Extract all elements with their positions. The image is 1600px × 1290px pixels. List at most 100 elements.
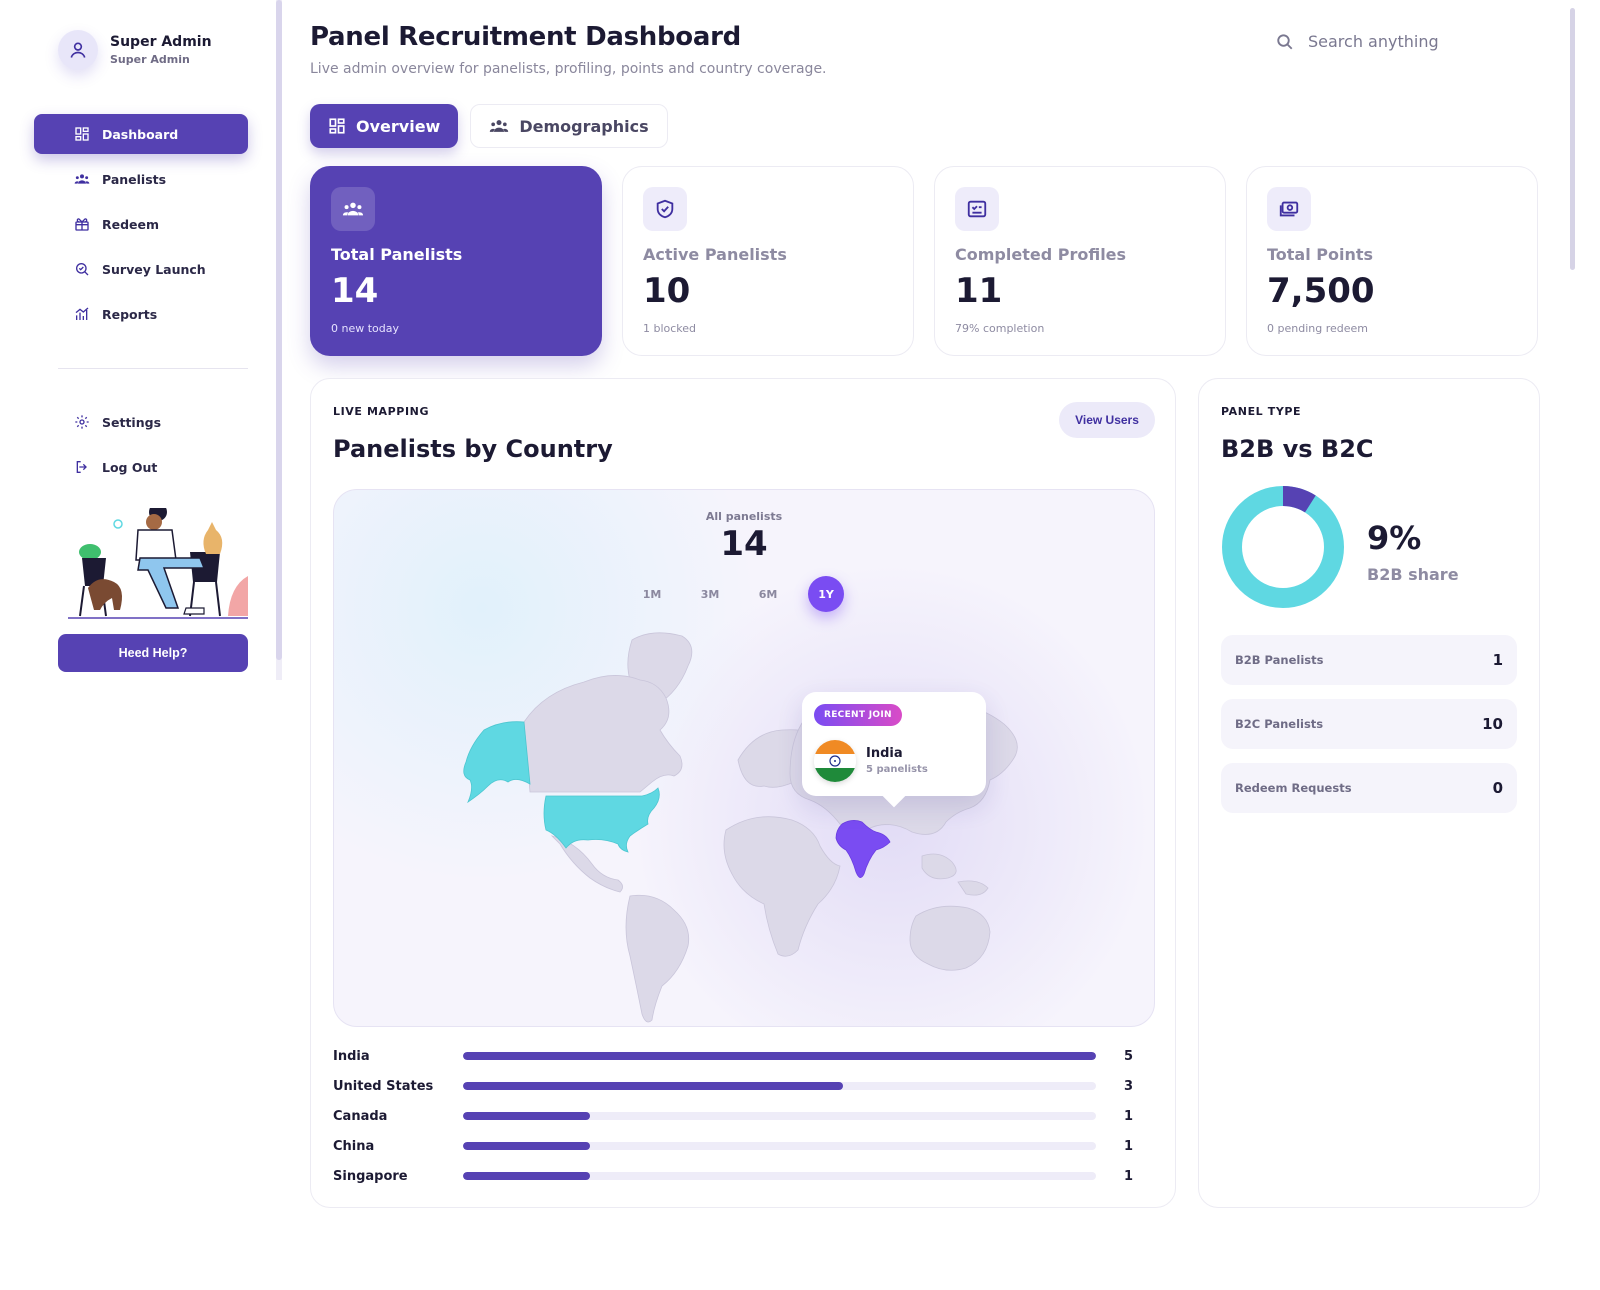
nav-item-settings[interactable]: Settings xyxy=(34,402,248,442)
user-profile[interactable]: Super Admin Super Admin xyxy=(58,30,212,70)
need-help-button[interactable]: Heed Help? xyxy=(58,634,248,672)
nav-label: Log Out xyxy=(102,459,158,475)
money-icon xyxy=(1279,201,1299,217)
users-icon xyxy=(74,174,90,184)
country-count: 3 xyxy=(1123,1078,1133,1094)
country-bar-track xyxy=(463,1082,1096,1090)
page-subtitle: Live admin overview for panelists, profi… xyxy=(310,61,827,77)
stat-label: Completed Profiles xyxy=(955,245,1127,264)
nav-item-redeem[interactable]: Redeem xyxy=(34,204,248,244)
country-count: 1 xyxy=(1123,1108,1133,1124)
user-name: Super Admin xyxy=(110,34,212,50)
page-title: Panel Recruitment Dashboard xyxy=(310,22,741,52)
recent-join-tooltip: RECENT JOIN India 5 panelists xyxy=(802,692,986,796)
range-6m[interactable]: 6M xyxy=(758,587,778,601)
country-count: 1 xyxy=(1123,1168,1133,1184)
map-land-canada xyxy=(523,675,683,793)
user-icon xyxy=(70,42,86,58)
country-row: Singapore 1 xyxy=(333,1161,1133,1191)
type-row-b2b-panelists[interactable]: B2B Panelists 1 xyxy=(1221,635,1517,685)
view-users-button[interactable]: View Users xyxy=(1059,402,1155,438)
tab-label: Overview xyxy=(356,116,441,136)
tab-overview[interactable]: Overview xyxy=(310,104,459,148)
stat-icon-box xyxy=(643,187,687,231)
sidebar-scrollbar-thumb[interactable] xyxy=(276,0,282,660)
logout-icon xyxy=(76,461,87,473)
gift-icon xyxy=(75,218,89,231)
stat-sub: 79% completion xyxy=(955,322,1045,335)
range-1y[interactable]: 1Y xyxy=(808,576,844,612)
type-row-redeem-requests[interactable]: Redeem Requests 0 xyxy=(1221,763,1517,813)
nav-item-reports[interactable]: Reports xyxy=(34,294,248,334)
country-bar-track xyxy=(463,1142,1096,1150)
map-highlight-alaska xyxy=(463,721,531,804)
range-3m[interactable]: 3M xyxy=(700,587,720,601)
stat-card-total-panelists[interactable]: Total Panelists 14 0 new today xyxy=(310,166,602,356)
country-bar-fill xyxy=(463,1172,590,1180)
country-bar-list: India 5 United States 3 Canada 1 China 1 Singapo… xyxy=(333,1041,1133,1191)
search-input[interactable] xyxy=(1308,32,1508,51)
country-bar-fill xyxy=(463,1142,590,1150)
section-kicker: PANEL TYPE xyxy=(1221,405,1302,418)
stat-sub: 0 new today xyxy=(331,322,400,335)
nav-label: Settings xyxy=(102,414,162,430)
page-scrollbar-thumb[interactable] xyxy=(1570,8,1575,270)
panel-type-rows: B2B Panelists 1 B2C Panelists 10 Redeem … xyxy=(1221,635,1517,827)
gear-icon xyxy=(75,415,89,429)
dashboard-icon xyxy=(75,127,89,141)
country-name: United States xyxy=(333,1078,434,1094)
sidebar: Super Admin Super Admin Dashboard Paneli… xyxy=(0,0,284,680)
country-bar-fill xyxy=(463,1112,590,1120)
b2b-b2c-donut-chart xyxy=(1222,486,1344,608)
secondary-nav: Settings Log Out xyxy=(34,402,248,492)
nav-item-survey-launch[interactable]: Survey Launch xyxy=(34,249,248,289)
map-land-se-asia xyxy=(921,853,989,896)
section-title: Panelists by Country xyxy=(333,435,613,463)
stat-value: 11 xyxy=(955,271,1003,311)
country-bar-track xyxy=(463,1052,1096,1060)
tab-demographics[interactable]: Demographics xyxy=(470,104,668,148)
nav-label: Dashboard xyxy=(102,126,179,142)
nav-item-dashboard[interactable]: Dashboard xyxy=(34,114,248,154)
all-panelists-label: All panelists xyxy=(705,510,783,523)
nav-label: Reports xyxy=(102,306,158,322)
stat-card-completed-profiles[interactable]: Completed Profiles 11 79% completion xyxy=(934,166,1226,356)
donut-b2c-segment xyxy=(1222,486,1344,608)
map-land-australia xyxy=(909,905,991,971)
stat-sub: 0 pending redeem xyxy=(1267,322,1368,335)
avatar[interactable] xyxy=(58,30,98,70)
main-nav: Dashboard Panelists Redeem Survey Launch… xyxy=(34,114,248,339)
country-row: China 1 xyxy=(333,1131,1133,1161)
type-row-value: 10 xyxy=(1482,715,1503,733)
world-map-card: All panelists 14 1M 3M 6M 1Y RECENT JOIN… xyxy=(333,489,1155,1027)
users-icon xyxy=(490,120,509,132)
country-name: Singapore xyxy=(333,1168,408,1184)
tooltip-country: India xyxy=(866,746,903,761)
nav-item-logout[interactable]: Log Out xyxy=(34,447,248,487)
type-row-label: B2B Panelists xyxy=(1235,653,1324,667)
page-scrollbar[interactable] xyxy=(1570,0,1576,1290)
stat-label: Total Points xyxy=(1267,245,1374,264)
country-name: China xyxy=(333,1138,375,1154)
country-count: 5 xyxy=(1123,1048,1133,1064)
type-row-label: B2C Panelists xyxy=(1235,717,1324,731)
country-name: India xyxy=(333,1048,370,1064)
range-1m[interactable]: 1M xyxy=(642,587,662,601)
user-role: Super Admin xyxy=(110,53,190,66)
sidebar-scrollbar[interactable] xyxy=(276,0,282,680)
map-highlight-united-states xyxy=(543,787,660,853)
nav-item-panelists[interactable]: Panelists xyxy=(34,159,248,199)
stat-label: Active Panelists xyxy=(643,245,787,264)
type-row-b2c-panelists[interactable]: B2C Panelists 10 xyxy=(1221,699,1517,749)
country-row: Canada 1 xyxy=(333,1101,1133,1131)
recent-join-badge: RECENT JOIN xyxy=(814,704,902,726)
stat-icon-box xyxy=(331,187,375,231)
map-highlight-india xyxy=(835,820,891,878)
search-icon[interactable] xyxy=(1276,33,1294,51)
country-bar-track xyxy=(463,1112,1096,1120)
stat-icon-box xyxy=(955,187,999,231)
stat-card-active-panelists[interactable]: Active Panelists 10 1 blocked xyxy=(622,166,914,356)
stat-card-total-points[interactable]: Total Points 7,500 0 pending redeem xyxy=(1246,166,1538,356)
country-bar-fill xyxy=(463,1082,843,1090)
users-icon xyxy=(342,202,364,216)
